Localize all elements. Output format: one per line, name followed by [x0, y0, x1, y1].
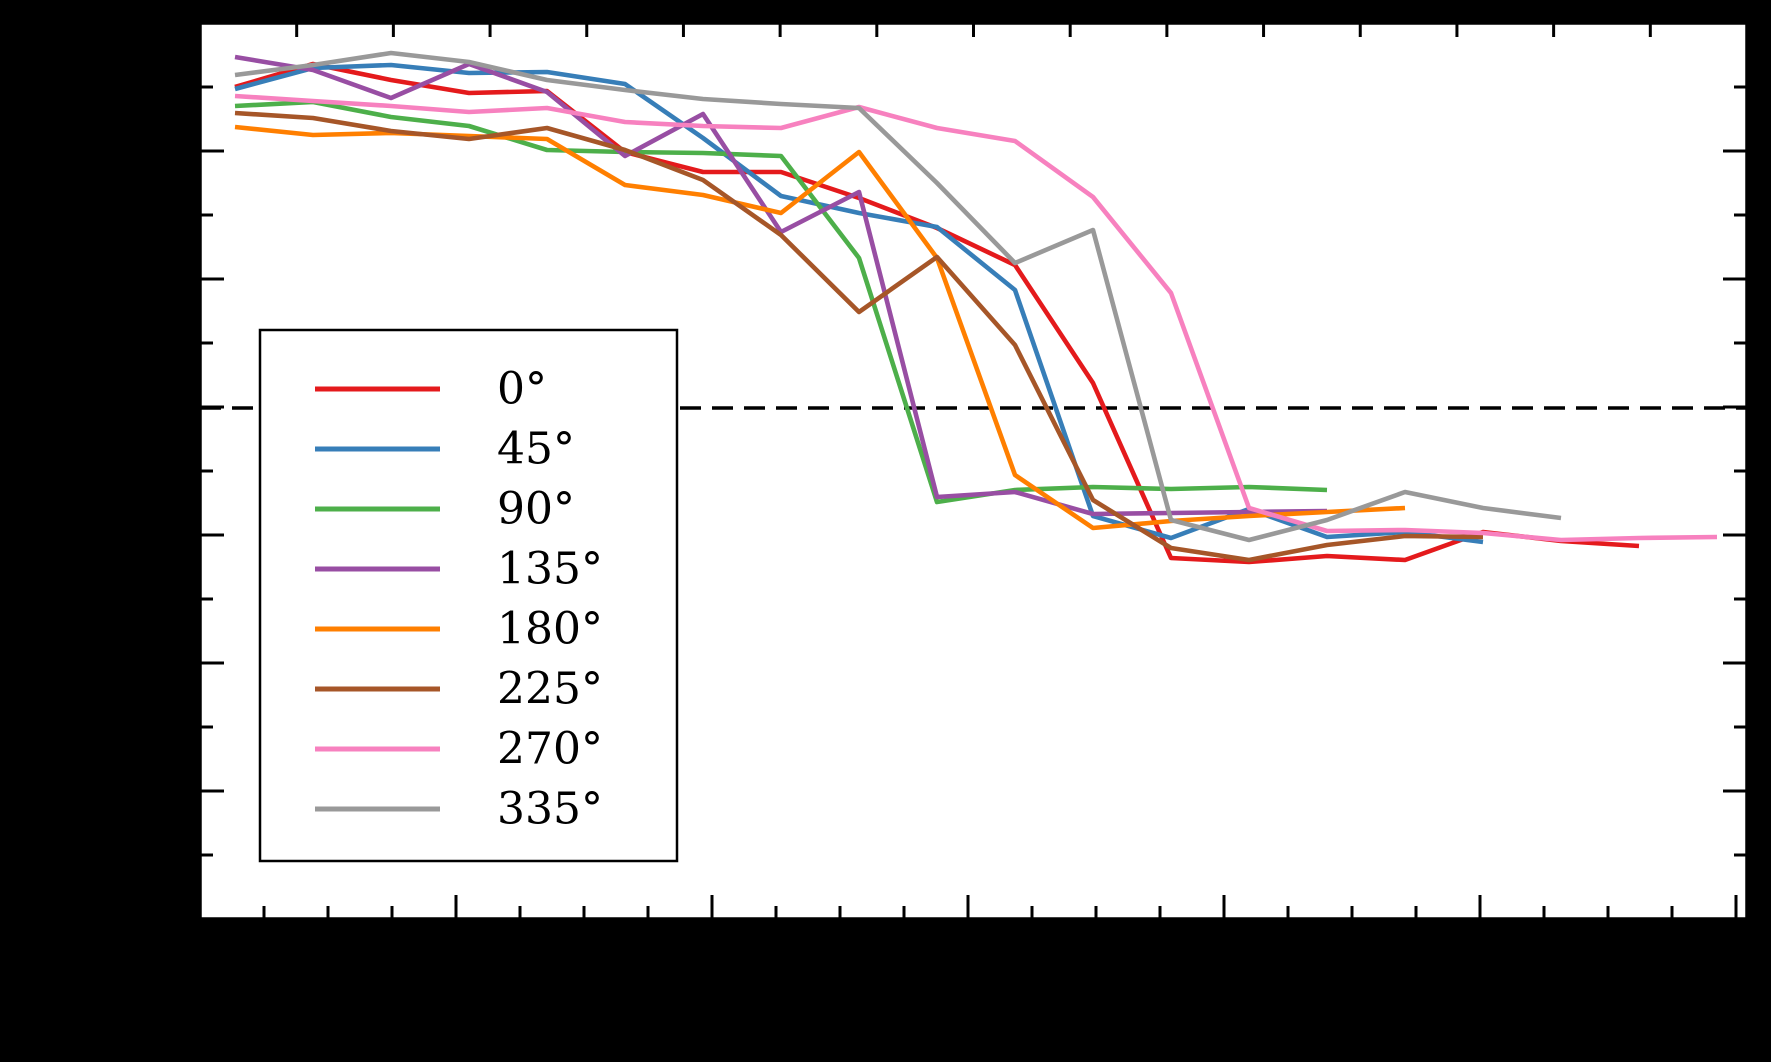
- legend-label-180deg: 180°: [497, 604, 603, 655]
- series-line-135deg: [234, 54, 1328, 517]
- series-line-270deg: [234, 93, 1718, 543]
- series-line-90deg: [234, 99, 1328, 505]
- legend-label-225deg: 225°: [497, 664, 603, 715]
- series-line-335deg: [234, 50, 1562, 543]
- legend-box: [258, 328, 679, 863]
- legend-label-90deg: 90°: [497, 484, 575, 535]
- legend-label-135deg: 135°: [497, 544, 603, 595]
- series-line-225deg: [234, 110, 1484, 563]
- legend-label-335deg: 335°: [497, 784, 603, 835]
- legend-label-0deg: 0°: [497, 364, 547, 415]
- axes-spines: [198, 21, 1749, 921]
- legend-label-45deg: 45°: [497, 424, 575, 475]
- series-line-45deg: [234, 62, 1484, 545]
- legend-label-270deg: 270°: [497, 724, 603, 775]
